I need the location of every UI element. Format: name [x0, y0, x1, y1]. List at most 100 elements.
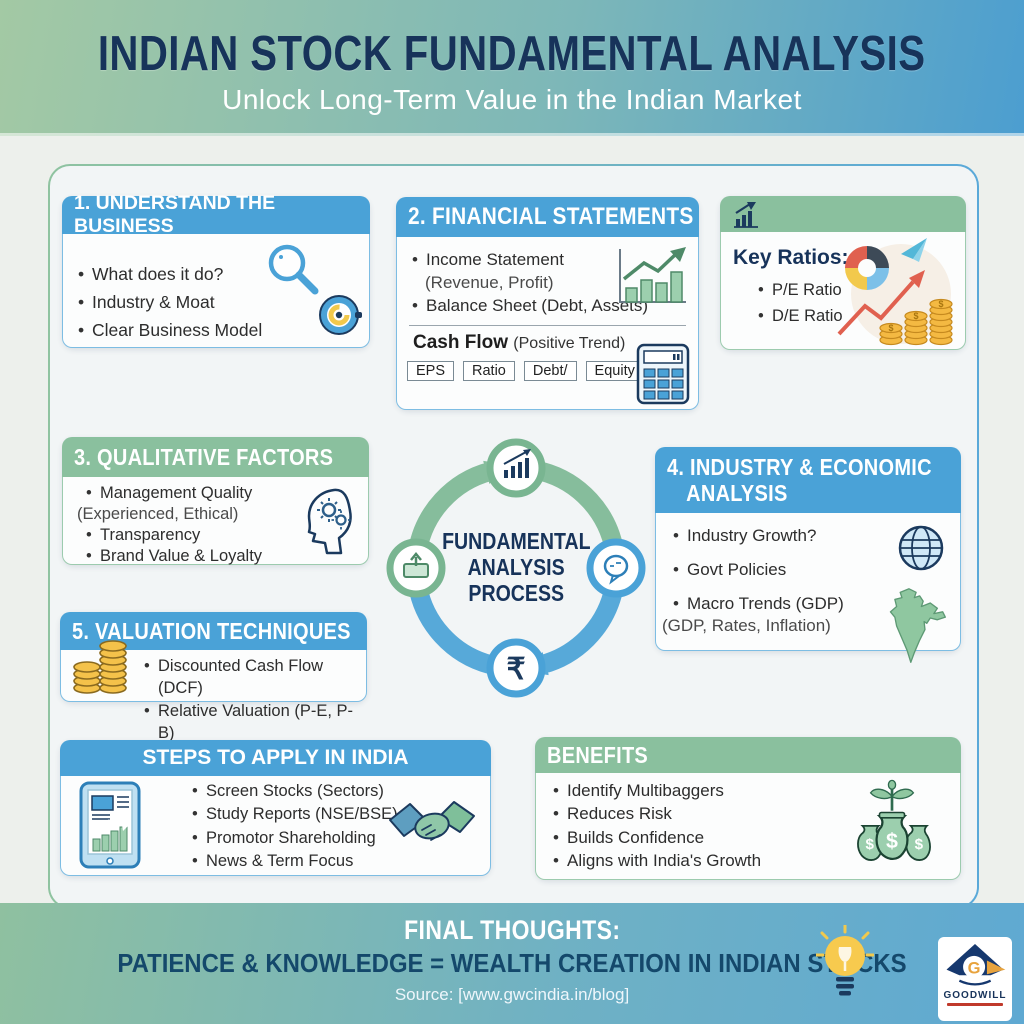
box2-bullets: Income Statement (Revenue, Profit) Balan…	[397, 237, 698, 318]
ratios-illustration: $ $ $	[837, 238, 953, 346]
chip-debt: Debt/	[523, 361, 577, 382]
fundamental-analysis-cycle: ₹ FUNDAMENTAL ANALYSIS PROCESS	[386, 438, 646, 698]
benefits-bullets: Identify Multibaggers Reduces Risk Build…	[536, 773, 960, 872]
final-thoughts-message: PATIENCE & KNOWLEDGE = WEALTH CREATION I…	[117, 948, 907, 978]
box3-header: 3. QUALITATIVE FACTORS	[62, 437, 369, 477]
cashflow-line: Cash Flow (Positive Trend)	[397, 332, 698, 354]
bullet-item: Identify Multibaggers	[552, 779, 960, 803]
key-ratios-bullets: P/E Ratio D/E Ratio	[721, 270, 965, 329]
page-subtitle: Unlock Long-Term Value in the Indian Mar…	[222, 84, 802, 115]
bullet-item: Transparency	[85, 525, 368, 546]
coins-icon	[73, 640, 127, 694]
tablet-icon	[79, 781, 141, 869]
final-thoughts-heading: FINAL THOUGHTS:	[403, 915, 621, 945]
goodwill-logo-tagline	[947, 1003, 1003, 1006]
bullet-item: Builds Confidence	[552, 826, 960, 850]
box2-title: 2. FINANCIAL STATEMENTS	[408, 203, 694, 230]
bullet-item: Brand Value & Loyalty	[85, 546, 368, 567]
money-bags-icon: $ $ $	[857, 779, 931, 861]
handshake-icon	[389, 801, 475, 841]
chip-equity: Equity	[585, 361, 644, 382]
goodwill-logo: G GOODWILL	[938, 937, 1012, 1021]
cycle-title: FUNDAMENTAL ANALYSIS PROCESS	[386, 438, 646, 698]
box2-header: 2. FINANCIAL STATEMENTS	[396, 197, 699, 237]
bullet-item: What does it do?	[77, 260, 369, 288]
bullet-item: Balance Sheet (Debt, Assets)	[411, 295, 698, 318]
cycle-inbox-icon	[403, 552, 429, 578]
svg-text:$: $	[915, 836, 924, 853]
page-title: INDIAN STOCK FUNDAMENTAL ANALYSIS	[98, 27, 926, 81]
bullet-item: Industry Growth?	[672, 525, 960, 547]
bullet-item: P/E Ratio	[757, 278, 965, 304]
box3-bullets: Management Quality (Experienced, Ethical…	[63, 477, 368, 567]
svg-text:$: $	[865, 836, 874, 853]
cycle-rupee-icon: ₹	[506, 653, 525, 686]
key-ratios-header	[720, 196, 966, 232]
cashflow-note: (Positive Trend)	[513, 335, 626, 353]
box-financial-statements: 2. FINANCIAL STATEMENTS Income Statement…	[396, 197, 699, 410]
cycle-node-top	[486, 438, 546, 498]
bullet-item: Discounted Cash Flow (DCF)	[143, 655, 366, 700]
bullet-item: Aligns with India's Growth	[552, 849, 960, 873]
bullet-item: Govt Policies	[672, 559, 960, 581]
box4-title-line1: 4. INDUSTRY & ECONOMIC	[667, 453, 932, 480]
header-band: INDIAN STOCK FUNDAMENTAL ANALYSIS Unlock…	[0, 0, 1024, 136]
bullet-subtext: (Revenue, Profit)	[425, 272, 554, 292]
key-ratios-title: Key Ratios:	[733, 246, 849, 269]
svg-text:$: $	[888, 323, 893, 333]
cycle-diagram: ₹	[386, 438, 646, 698]
cycle-title-line3: PROCESS	[468, 579, 564, 606]
box1-bullets: What does it do? Industry & Moat Clear B…	[63, 234, 369, 344]
benefits-title: BENEFITS	[547, 741, 649, 768]
svg-text:G: G	[968, 958, 981, 977]
ratios-chart-icon	[734, 201, 758, 228]
source-link[interactable]: Source: [www.gwcindia.in/blog]	[394, 985, 630, 1004]
svg-text:$: $	[938, 299, 943, 309]
bullet-subtext: (Experienced, Ethical)	[77, 504, 239, 523]
box5-title: 5. VALUATION TECHNIQUES	[72, 617, 351, 644]
box4-bullets: Industry Growth? Govt Policies Macro Tre…	[656, 513, 960, 637]
box3-title: 3. QUALITATIVE FACTORS	[74, 443, 334, 470]
bullet-item: Macro Trends (GDP)	[672, 593, 960, 615]
bullet-item: Promotor Shareholding	[191, 827, 490, 851]
magnifier-icon	[268, 244, 319, 295]
box4-header: 4. INDUSTRY & ECONOMIC ANALYSIS	[655, 447, 961, 513]
globe-icon	[898, 525, 944, 571]
box-steps-apply-india: STEPS TO APPLY IN INDIA Screen Stocks (S…	[60, 740, 491, 876]
benefits-header: BENEFITS	[535, 737, 961, 773]
chip-eps: EPS	[407, 361, 455, 382]
box1-title: 1. UNDERSTAND THE BUSINESS	[74, 192, 276, 237]
head-gears-icon	[307, 488, 352, 555]
svg-text:$: $	[886, 829, 898, 853]
cycle-node-right	[586, 538, 646, 598]
box-qualitative-factors: 3. QUALITATIVE FACTORS Management Qualit…	[62, 437, 369, 567]
box-key-ratios: Key Ratios: P/E Ratio D/E Ratio	[720, 196, 966, 350]
calculator-icon	[636, 343, 690, 405]
steps-header: STEPS TO APPLY IN INDIA	[60, 740, 491, 776]
goodwill-logo-text: GOODWILL	[943, 990, 1007, 1001]
steps-bullets: Screen Stocks (Sectors) Study Reports (N…	[61, 776, 490, 874]
box5-bullets: Discounted Cash Flow (DCF) Relative Valu…	[61, 650, 366, 744]
cycle-bars-icon	[503, 449, 531, 478]
box-benefits: BENEFITS Identify Multibaggers Reduces R…	[535, 737, 961, 880]
cycle-node-bottom	[486, 638, 546, 698]
steps-title: STEPS TO APPLY IN INDIA	[142, 746, 409, 769]
bullet-item: D/E Ratio	[757, 304, 965, 330]
bullet-item: Clear Business Model	[77, 316, 369, 344]
box-industry-economic: 4. INDUSTRY & ECONOMIC ANALYSIS Industry…	[655, 447, 961, 663]
growth-chart-icon	[619, 247, 686, 303]
bullet-item: Management Quality	[85, 483, 368, 504]
india-map-icon	[889, 588, 947, 663]
divider	[409, 324, 686, 327]
chip-ratio: Ratio	[463, 361, 515, 382]
cycle-title-line1: FUNDAMENTAL	[441, 528, 591, 555]
box1-header: 1. UNDERSTAND THE BUSINESS	[62, 192, 370, 237]
bullet-item: News & Term Focus	[191, 850, 490, 874]
box-valuation-techniques: 5. VALUATION TECHNIQUES Discounted Cash …	[60, 612, 367, 742]
goodwill-logo-mark: G	[946, 943, 1006, 986]
bullet-item: Industry & Moat	[77, 288, 369, 316]
svg-text:$: $	[913, 311, 918, 321]
cycle-bubble-icon	[603, 554, 629, 585]
box-understand-business: 1. UNDERSTAND THE BUSINESS What does it …	[62, 192, 370, 348]
